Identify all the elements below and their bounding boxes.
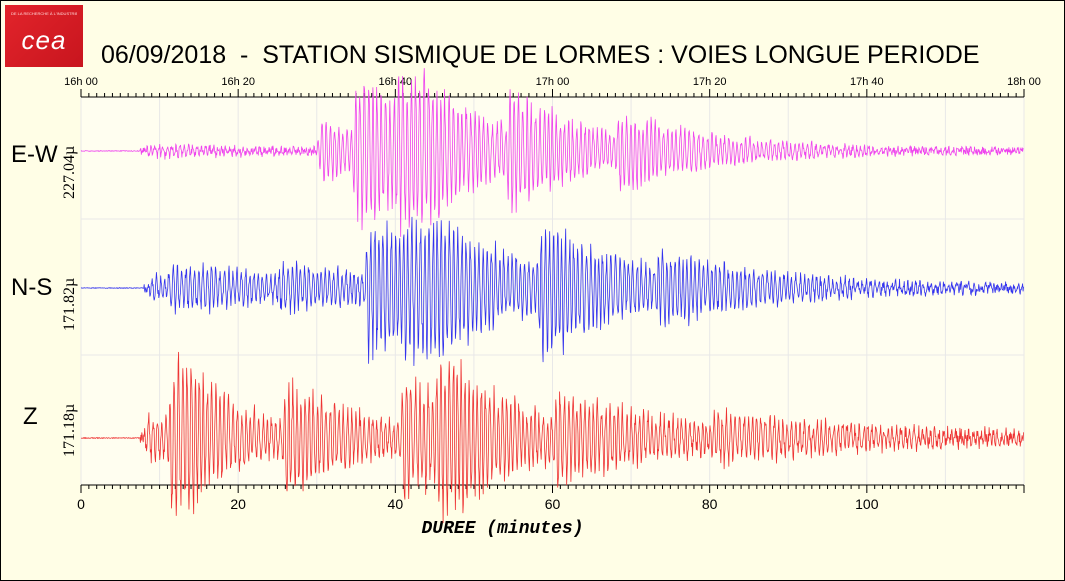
logo-tagline: DE LA RECHERCHE À L'INDUSTRIE xyxy=(11,11,77,16)
trace-ns xyxy=(80,216,1024,366)
top-axis-label: 16h 20 xyxy=(221,76,255,88)
channel-label-ns: N-S xyxy=(11,274,53,301)
trace-ew xyxy=(80,68,1024,237)
logo-wordmark: cea xyxy=(21,25,67,55)
x-axis-label: 0 xyxy=(77,496,85,512)
top-axis-label: 17h 40 xyxy=(850,76,884,88)
channel-label-z: Z xyxy=(23,403,38,430)
top-axis-label: 16h 00 xyxy=(64,76,98,88)
x-axis-title: DUREE (minutes) xyxy=(421,519,583,539)
x-axis-label: 80 xyxy=(702,496,718,512)
top-axis-label: 16h 40 xyxy=(379,76,413,88)
x-axis-label: 40 xyxy=(388,496,404,512)
cea-logo: DE LA RECHERCHE À L'INDUSTRIE cea xyxy=(5,5,83,67)
top-axis-label: 18h 00 xyxy=(1007,76,1041,88)
chart-title: 06/09/2018 - STATION SISMIQUE DE LORMES … xyxy=(101,41,980,69)
top-axis-label: 17h 00 xyxy=(536,76,570,88)
x-axis-label: 20 xyxy=(230,496,246,512)
x-axis-label: 100 xyxy=(855,496,879,512)
x-axis-label: 60 xyxy=(545,496,561,512)
channel-label-ew: E-W xyxy=(11,141,58,168)
trace-z xyxy=(80,351,1024,524)
top-axis-label: 17h 20 xyxy=(693,76,727,88)
